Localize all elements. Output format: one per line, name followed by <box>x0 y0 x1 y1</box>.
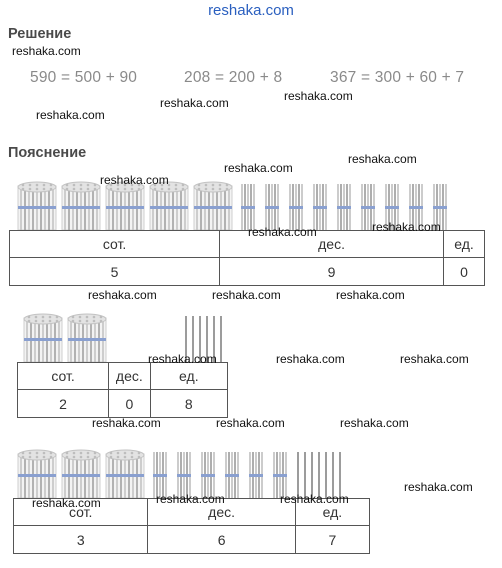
cell-hundreds: 3 <box>12 525 149 554</box>
cell-units: 0 <box>443 257 485 286</box>
watermark: reshaka.com <box>372 220 441 234</box>
cell-tens: 0 <box>108 389 151 418</box>
watermark: reshaka.com <box>248 225 317 239</box>
bundle-of-hundred-icon <box>67 313 107 363</box>
bundle-of-hundred-icon <box>61 449 101 499</box>
bundle-of-ten-icon <box>225 452 239 498</box>
bundle-of-ten-icon <box>177 452 191 498</box>
bundle-of-ten-icon <box>361 184 375 230</box>
cell-hundreds: 2 <box>16 389 110 418</box>
watermark: reshaka.com <box>92 416 161 430</box>
watermark: reshaka.com <box>12 44 81 58</box>
watermark: reshaka.com <box>216 416 285 430</box>
bundle-of-ten-icon <box>337 184 351 230</box>
watermark: reshaka.com <box>88 288 157 302</box>
bundle-of-ten-icon <box>241 184 255 230</box>
place-value-table-367: сот. дес. ед. 3 6 7 <box>12 498 371 554</box>
watermark: reshaka.com <box>100 173 169 187</box>
sticks-picture-367 <box>16 444 370 499</box>
solution-heading: Решение <box>8 26 72 42</box>
header-hundreds: сот. <box>16 362 110 390</box>
equation-2: 208 = 200 + 8 <box>184 69 283 86</box>
watermark: reshaka.com <box>276 352 345 366</box>
cell-tens: 9 <box>219 257 445 286</box>
bundle-of-ten-icon <box>273 452 287 498</box>
bundle-of-ten-icon <box>201 452 215 498</box>
bundle-of-ten-icon <box>433 184 447 230</box>
sticks-picture-590 <box>16 176 480 231</box>
header-units: ед. <box>443 230 485 258</box>
bundle-of-ten-icon <box>409 184 423 230</box>
watermark: reshaka.com <box>32 496 101 510</box>
place-value-table-208: сот. дес. ед. 2 0 8 <box>16 362 229 418</box>
header-hundreds: сот. <box>8 230 221 258</box>
watermark: reshaka.com <box>340 416 409 430</box>
bundle-of-hundred-icon <box>193 181 233 231</box>
header-units: ед. <box>149 362 229 390</box>
bundle-of-ten-icon <box>265 184 279 230</box>
cell-hundreds: 5 <box>8 257 221 286</box>
watermark: reshaka.com <box>284 89 353 103</box>
cell-units: 8 <box>149 389 229 418</box>
explanation-heading: Пояснение <box>8 145 87 161</box>
bundle-of-hundred-icon <box>149 181 189 231</box>
watermark: reshaka.com <box>280 492 349 506</box>
cell-units: 7 <box>294 525 371 554</box>
bundle-of-ten-icon <box>289 184 303 230</box>
watermark: reshaka.com <box>156 492 225 506</box>
header-tens: дес. <box>108 362 151 390</box>
header-units: ед. <box>294 498 371 526</box>
bundle-of-ten-icon <box>153 452 167 498</box>
bundle-of-ten-icon <box>385 184 399 230</box>
bundle-of-hundred-icon <box>17 449 57 499</box>
watermark: reshaka.com <box>160 96 229 110</box>
sticks-picture-208 <box>22 308 236 363</box>
equation-3: 367 = 300 + 60 + 7 <box>330 69 465 86</box>
watermark: reshaka.com <box>36 108 105 122</box>
watermark: reshaka.com <box>348 152 417 166</box>
bundle-of-hundred-icon <box>61 181 101 231</box>
bundle-of-hundred-icon <box>17 181 57 231</box>
watermark: reshaka.com <box>400 352 469 366</box>
bundle-of-hundred-icon <box>23 313 63 363</box>
watermark: reshaka.com <box>404 480 473 494</box>
bundle-of-ten-icon <box>249 452 263 498</box>
watermark: reshaka.com <box>212 288 281 302</box>
equation-1: 590 = 500 + 90 <box>30 69 138 86</box>
cell-tens: 6 <box>147 525 296 554</box>
bundle-of-hundred-icon <box>105 181 145 231</box>
place-value-table-590: сот. дес. ед. 5 9 0 <box>8 230 485 286</box>
watermark: reshaka.com <box>224 161 293 175</box>
bundle-of-ten-icon <box>313 184 327 230</box>
watermark: reshaka.com <box>336 288 405 302</box>
site-title[interactable]: reshaka.com <box>208 2 294 19</box>
bundle-of-hundred-icon <box>105 449 145 499</box>
watermark: reshaka.com <box>148 352 217 366</box>
